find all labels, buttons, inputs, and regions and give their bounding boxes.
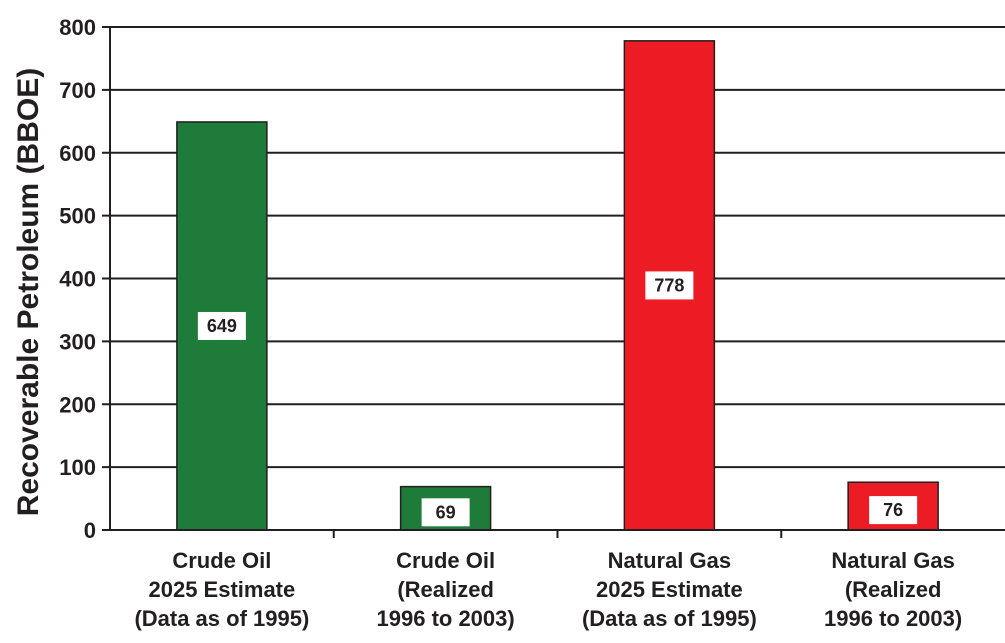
y-tick-label: 600 xyxy=(59,141,96,166)
y-tick-label: 800 xyxy=(59,15,96,40)
y-tick-label: 500 xyxy=(59,204,96,229)
axes xyxy=(109,27,1005,538)
y-tick-label: 300 xyxy=(59,329,96,354)
y-tick-label: 700 xyxy=(59,78,96,103)
data-label: 76 xyxy=(883,500,903,520)
data-label-box xyxy=(421,498,470,527)
data-label: 69 xyxy=(436,502,456,522)
category-label: Crude Oil (Realized 1996 to 2003) xyxy=(377,548,515,631)
y-tick-labels: 0 100 200 300 400 500 600 700 800 xyxy=(59,15,96,543)
y-axis-title: Recoverable Petroleum (BBOE) xyxy=(12,68,45,516)
data-label: 778 xyxy=(654,275,684,295)
category-label: Natural Gas (Realized 1996 to 2003) xyxy=(824,548,962,631)
data-label: 649 xyxy=(207,316,237,336)
data-label-box xyxy=(869,496,918,525)
y-tick-label: 400 xyxy=(59,267,96,292)
category-labels: Crude Oil 2025 Estimate (Data as of 1995) C… xyxy=(134,548,962,631)
category-label: Natural Gas 2025 Estimate (Data as of 1995… xyxy=(582,548,757,631)
y-tick-label: 100 xyxy=(59,455,96,480)
bars xyxy=(176,40,939,531)
data-label-box xyxy=(645,271,694,300)
data-label-box xyxy=(197,311,246,340)
y-tick-label: 200 xyxy=(59,392,96,417)
category-label: Crude Oil 2025 Estimate (Data as of 1995) xyxy=(134,548,309,631)
y-tick-label: 0 xyxy=(84,518,96,543)
data-labels: 649 69 778 76 xyxy=(197,271,918,527)
